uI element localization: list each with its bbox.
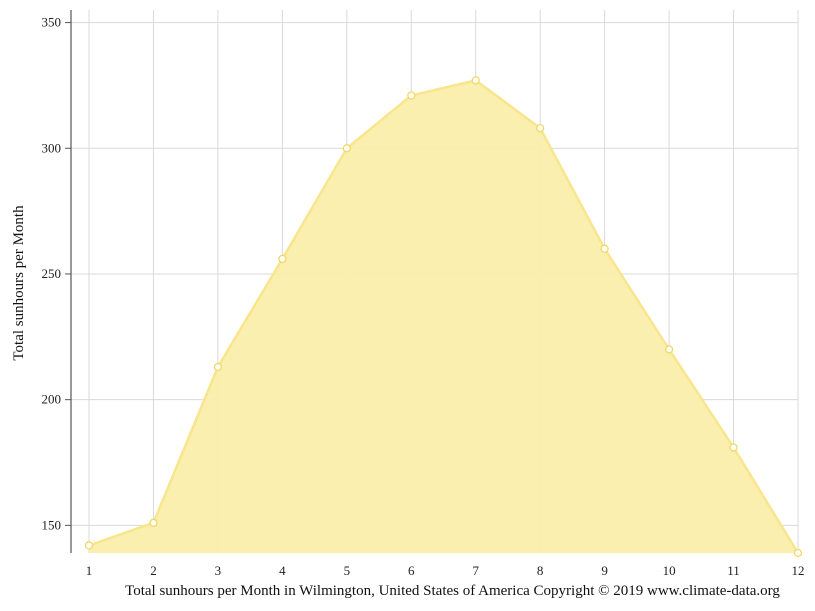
x-tick-label: 7: [472, 563, 479, 578]
x-tick-label: 4: [279, 563, 286, 578]
area-fill: [89, 80, 798, 553]
y-tick-label: 350: [42, 15, 62, 30]
y-axis-title: Total sunhours per Month: [11, 205, 27, 361]
chart-caption: Total sunhours per Month in Wilmington, …: [0, 583, 815, 600]
series-line: [88, 79, 800, 554]
area-series: [88, 79, 800, 554]
data-point[interactable]: [278, 254, 287, 264]
x-tick-label: 12: [792, 563, 805, 578]
x-tick-label: 1: [86, 563, 93, 578]
x-tick-label: 10: [663, 563, 676, 578]
data-point[interactable]: [600, 244, 609, 253]
data-point[interactable]: [149, 518, 158, 527]
data-point[interactable]: [84, 541, 94, 550]
x-tick-label: 11: [727, 563, 740, 578]
y-tick-labels: 150 200 250 300 350: [42, 15, 62, 533]
data-points: [84, 76, 803, 558]
axes: [65, 10, 72, 553]
y-tick-label: 200: [42, 392, 62, 407]
x-tick-labels: 1 2 3 4 5 6 7 8 9 10 11 12: [86, 563, 805, 578]
y-tick-label: 150: [42, 517, 62, 532]
chart-caption-text: Total sunhours per Month in Wilmington, …: [125, 583, 780, 599]
y-tick-label: 250: [42, 266, 62, 281]
x-tick-label: 6: [408, 563, 415, 578]
data-point[interactable]: [213, 362, 223, 372]
data-point[interactable]: [729, 443, 738, 452]
x-tick-label: 5: [344, 563, 351, 578]
y-tick-label: 300: [42, 140, 62, 155]
data-point[interactable]: [471, 76, 480, 85]
x-tick-label: 3: [215, 563, 222, 578]
data-point[interactable]: [407, 91, 416, 100]
data-point[interactable]: [342, 144, 351, 153]
data-point[interactable]: [664, 345, 674, 354]
x-tick-label: 9: [601, 563, 608, 578]
data-point[interactable]: [793, 548, 803, 558]
x-tick-label: 2: [150, 563, 157, 578]
x-tick-label: 8: [537, 563, 544, 578]
data-point[interactable]: [536, 124, 545, 133]
